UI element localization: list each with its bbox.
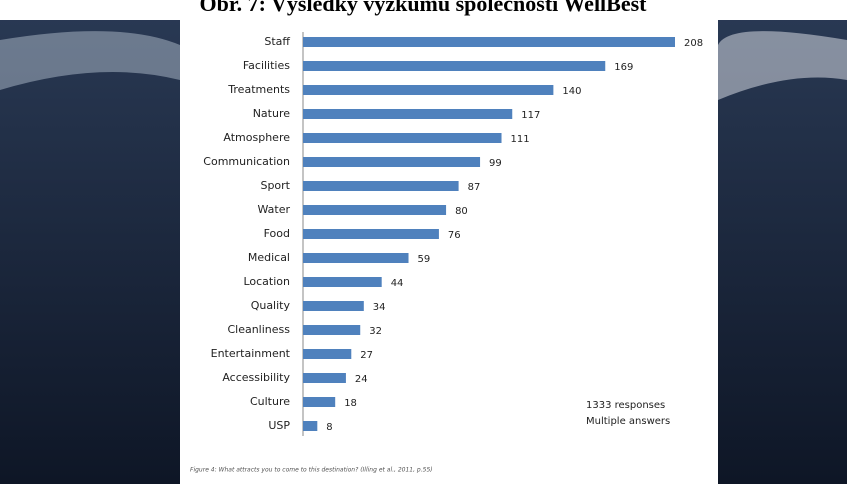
value-label: 140	[562, 86, 581, 97]
annotation: 1333 responses	[586, 400, 665, 411]
bar	[303, 157, 481, 167]
category-label: Medical	[248, 251, 290, 264]
category-label: Atmosphere	[223, 131, 290, 144]
value-label: 111	[511, 134, 530, 145]
title: Obr. 7: Výsledky výzkumu společnosti Wel…	[200, 0, 648, 16]
bar	[303, 37, 675, 47]
title-strip	[0, 0, 847, 20]
value-label: 76	[448, 230, 461, 241]
value-label: 87	[468, 182, 481, 193]
caption: Figure 4: What attracts you to come to t…	[190, 467, 433, 474]
value-label: 117	[521, 110, 540, 121]
bar	[303, 325, 361, 335]
bar	[303, 109, 513, 119]
value-label: 59	[418, 254, 431, 265]
bar	[303, 133, 502, 143]
value-label: 8	[326, 422, 332, 433]
value-label: 208	[684, 38, 703, 49]
value-label: 44	[391, 278, 404, 289]
bar	[303, 397, 336, 407]
category-label: Food	[264, 227, 290, 240]
decoration	[0, 31, 180, 90]
value-label: 169	[614, 62, 633, 73]
category-label: Sport	[260, 179, 290, 192]
annotation: Multiple answers	[586, 416, 670, 427]
bar	[303, 421, 318, 431]
value-label: 32	[369, 326, 382, 337]
category-label: Facilities	[243, 59, 290, 72]
bar	[303, 181, 459, 191]
category-label: Water	[257, 203, 290, 216]
category-label: Staff	[264, 35, 290, 48]
bar	[303, 85, 554, 95]
chart-panel	[180, 20, 718, 484]
bar	[303, 205, 447, 215]
bar	[303, 229, 439, 239]
bar	[303, 277, 382, 287]
category-label: USP	[268, 419, 290, 432]
category-label: Entertainment	[211, 347, 291, 360]
value-label: 27	[360, 350, 373, 361]
value-label: 34	[373, 302, 386, 313]
category-label: Accessibility	[222, 371, 290, 384]
category-label: Location	[243, 275, 290, 288]
bar	[303, 349, 352, 359]
category-label: Cleanliness	[227, 323, 290, 336]
value-label: 18	[344, 398, 357, 409]
category-label: Treatments	[227, 83, 290, 96]
bar	[303, 301, 364, 311]
bar	[303, 253, 409, 263]
category-label: Culture	[250, 395, 290, 408]
decoration	[718, 31, 847, 100]
value-label: 99	[489, 158, 502, 169]
bar	[303, 373, 346, 383]
value-label: 24	[355, 374, 368, 385]
category-label: Quality	[251, 299, 291, 312]
bar	[303, 61, 606, 71]
category-label: Nature	[253, 107, 291, 120]
category-label: Communication	[203, 155, 290, 168]
value-label: 80	[455, 206, 468, 217]
